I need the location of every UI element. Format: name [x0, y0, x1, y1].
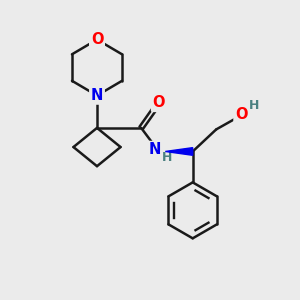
- Text: N: N: [149, 142, 161, 158]
- Text: O: O: [153, 95, 165, 110]
- Text: O: O: [91, 32, 103, 47]
- Text: H: H: [162, 152, 172, 164]
- Text: O: O: [235, 107, 247, 122]
- Polygon shape: [165, 148, 193, 155]
- Text: N: N: [91, 88, 103, 103]
- Text: H: H: [249, 99, 260, 112]
